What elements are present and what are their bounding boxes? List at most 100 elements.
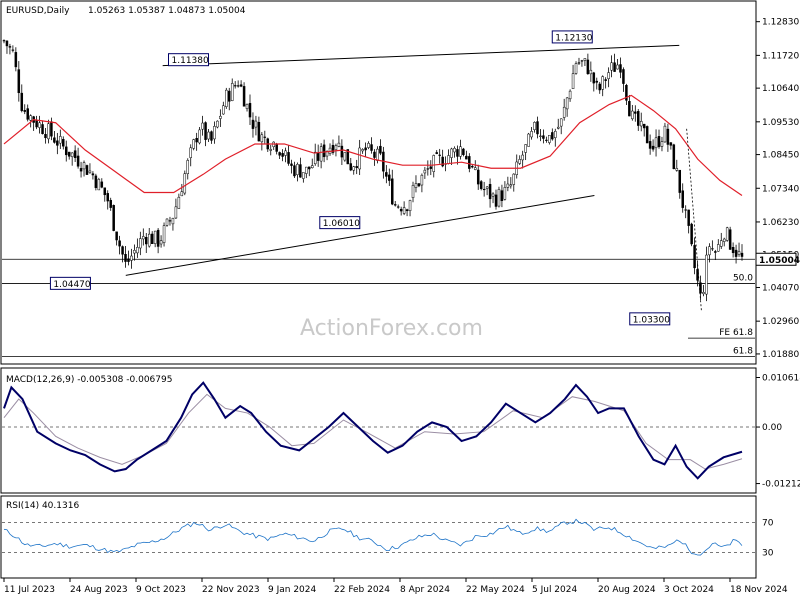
candle — [14, 47, 18, 72]
candle-body — [580, 60, 584, 62]
candle-body — [165, 218, 169, 226]
watermark: ActionForex.com — [300, 316, 483, 341]
candle-body — [672, 144, 676, 170]
candle-body — [192, 139, 195, 149]
price-tick-label: 1.02960 — [762, 317, 799, 327]
candle — [278, 151, 281, 160]
candle-body — [44, 134, 47, 139]
date-tick-label: 24 Aug 2023 — [70, 585, 128, 595]
candle — [482, 181, 486, 197]
candle-body — [399, 208, 403, 212]
candle — [17, 61, 21, 102]
candle-body — [654, 137, 658, 149]
date-tick-label: 22 May 2024 — [466, 585, 525, 595]
candle — [100, 178, 104, 189]
trendline — [125, 195, 595, 276]
candle — [666, 123, 670, 152]
candle-body — [97, 179, 101, 191]
candle — [728, 226, 732, 250]
candle-body — [269, 149, 272, 151]
candle-body — [278, 152, 281, 156]
candle — [429, 160, 433, 176]
candle-body — [112, 205, 115, 231]
candle-body — [263, 136, 267, 138]
candle — [195, 132, 198, 151]
candle-body — [222, 105, 225, 115]
candle-body — [571, 73, 575, 89]
price-tick-label: 1.07340 — [762, 184, 799, 194]
candle — [352, 165, 355, 175]
candle-body — [737, 251, 741, 255]
candle — [411, 181, 415, 203]
date-tick-label: 11 Jul 2023 — [4, 585, 55, 595]
date-tick-label: 9 Oct 2023 — [136, 585, 186, 595]
moving-average-line — [3, 94, 743, 197]
candle — [251, 112, 255, 138]
candle — [147, 227, 151, 248]
annotation-text: 1.03300 — [633, 315, 670, 325]
annotation-text: 1.12130 — [555, 33, 592, 43]
candle — [476, 164, 480, 190]
date-tick-label: 22 Nov 2023 — [202, 585, 260, 595]
candle — [663, 122, 667, 143]
candle — [465, 150, 468, 160]
candle — [521, 150, 524, 169]
macd-lines — [3, 381, 743, 480]
candle-body — [349, 163, 353, 171]
candle — [447, 149, 450, 165]
candle — [512, 173, 516, 192]
candle-body — [133, 250, 136, 254]
candle-body — [482, 188, 486, 191]
candle-body — [248, 103, 252, 118]
candle — [681, 183, 684, 213]
candle-body — [50, 121, 53, 137]
candle — [577, 57, 581, 66]
candle — [376, 146, 379, 164]
candle-body — [79, 168, 83, 172]
candle-body — [239, 84, 243, 87]
candle-body — [242, 86, 246, 107]
candle — [142, 228, 145, 246]
candle-body — [468, 156, 471, 169]
candle — [675, 159, 679, 172]
candle-body — [625, 85, 628, 101]
macd-tick-label: 0.010618 — [762, 374, 800, 384]
candle — [450, 147, 453, 166]
candle-body — [684, 209, 687, 211]
candle-body — [198, 129, 201, 144]
candle-body — [207, 131, 210, 140]
candle — [337, 135, 341, 148]
candle-body — [391, 178, 394, 205]
candle — [177, 193, 181, 209]
candle-body — [388, 174, 391, 181]
candle — [391, 169, 394, 206]
candle — [50, 117, 53, 141]
candle — [373, 149, 376, 166]
candle — [334, 143, 338, 157]
candle-body — [634, 111, 637, 114]
candle-body — [367, 143, 370, 148]
candle-body — [651, 145, 655, 150]
candle — [70, 152, 74, 166]
candle-body — [290, 163, 293, 166]
candle — [230, 78, 234, 102]
candle — [162, 222, 166, 247]
candle-body — [500, 190, 504, 201]
candle-body — [642, 123, 646, 129]
candle-body — [210, 131, 213, 141]
candle-body — [376, 148, 379, 161]
candle-body — [497, 189, 501, 207]
candle — [717, 239, 720, 252]
candle — [213, 121, 216, 144]
candle-body — [14, 52, 18, 68]
price-tick-label: 1.09530 — [762, 118, 799, 128]
candle — [287, 145, 290, 166]
annotation-box — [168, 53, 209, 67]
candle-body — [556, 126, 560, 129]
price-tick-label: 1.08450 — [762, 151, 799, 161]
candle-body — [411, 185, 415, 198]
candle — [654, 129, 658, 157]
candle — [405, 208, 409, 217]
candle — [73, 145, 77, 163]
